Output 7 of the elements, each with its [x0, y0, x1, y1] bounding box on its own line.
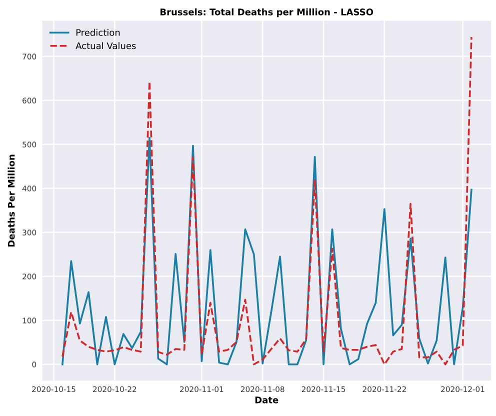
legend-label: Actual Values [76, 42, 136, 50]
legend-label: Prediction [76, 28, 120, 36]
line-series [62, 36, 472, 366]
x-axis-title: Date [255, 396, 278, 404]
chart-title: Brussels: Total Deaths per Million - LASSO [160, 8, 374, 18]
y-axis-title: Deaths Per Million [8, 154, 15, 247]
line-series [62, 136, 472, 366]
